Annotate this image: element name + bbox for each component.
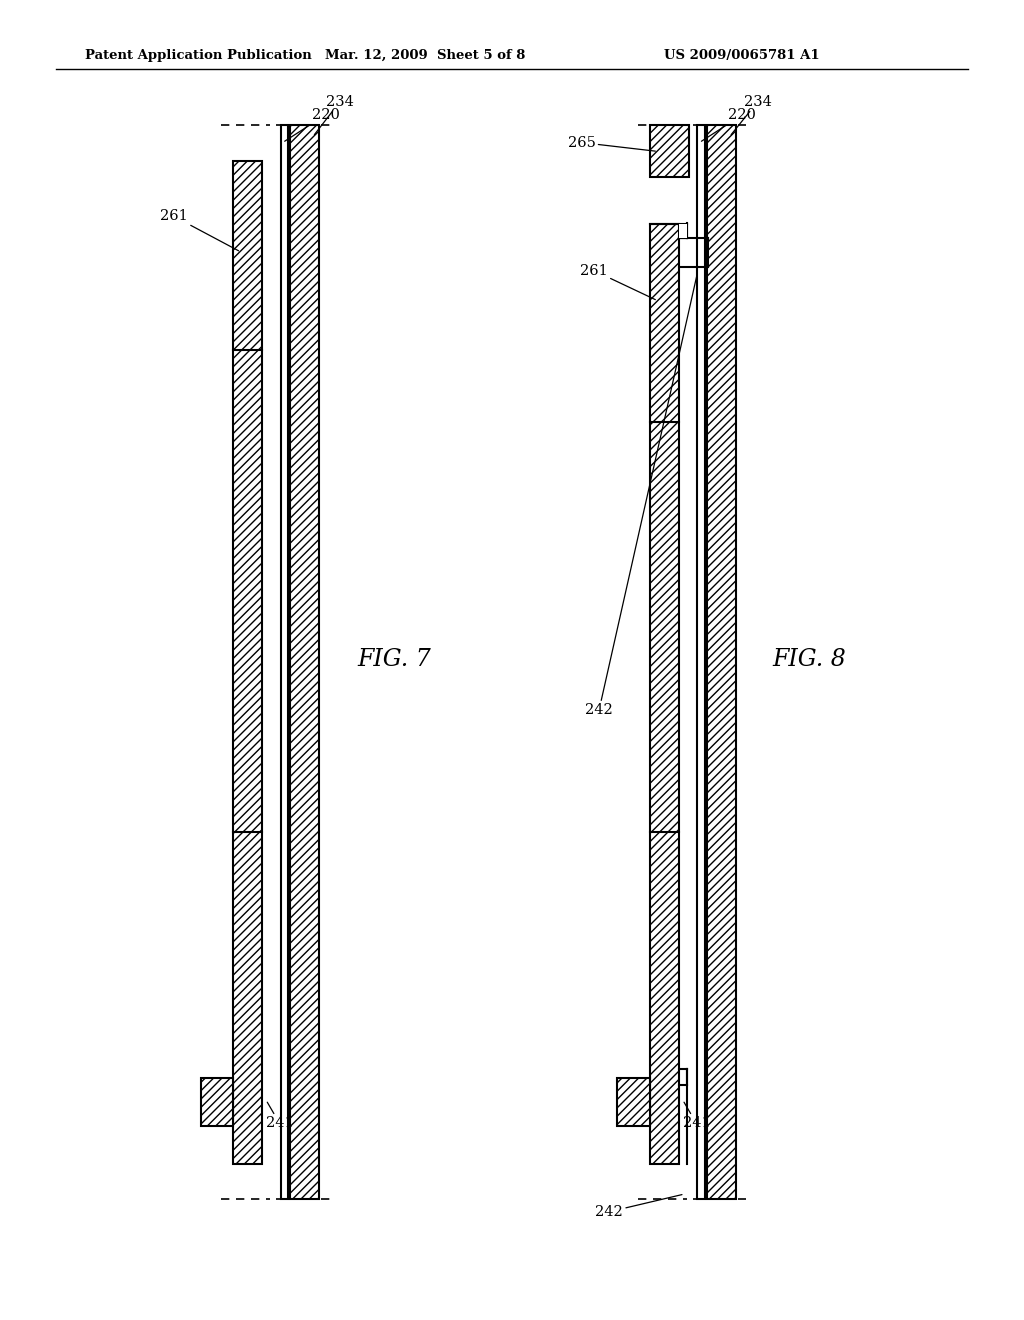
Bar — [617, 1078, 650, 1126]
Text: 261: 261 — [580, 264, 655, 300]
Text: 241: 241 — [683, 1102, 710, 1130]
Text: 242: 242 — [585, 273, 697, 717]
Text: 234: 234 — [731, 95, 772, 135]
Text: 241: 241 — [266, 1102, 293, 1130]
Text: 265: 265 — [567, 136, 655, 152]
Bar — [650, 125, 689, 177]
Bar — [707, 125, 736, 1199]
Text: 261: 261 — [160, 210, 239, 251]
Text: FIG. 8: FIG. 8 — [772, 648, 846, 672]
Bar — [233, 161, 262, 1164]
Bar — [201, 1078, 233, 1126]
Text: 242: 242 — [595, 1195, 682, 1218]
Text: Mar. 12, 2009  Sheet 5 of 8: Mar. 12, 2009 Sheet 5 of 8 — [325, 49, 525, 62]
Text: Patent Application Publication: Patent Application Publication — [85, 49, 311, 62]
Bar — [679, 224, 687, 238]
Bar — [650, 224, 679, 1164]
Bar — [697, 125, 705, 1199]
Text: 220: 220 — [285, 108, 340, 141]
Text: 220: 220 — [701, 108, 757, 141]
Bar — [281, 125, 288, 1199]
Bar — [290, 125, 319, 1199]
Text: 234: 234 — [314, 95, 354, 135]
Text: US 2009/0065781 A1: US 2009/0065781 A1 — [664, 49, 819, 62]
Text: FIG. 7: FIG. 7 — [357, 648, 431, 672]
